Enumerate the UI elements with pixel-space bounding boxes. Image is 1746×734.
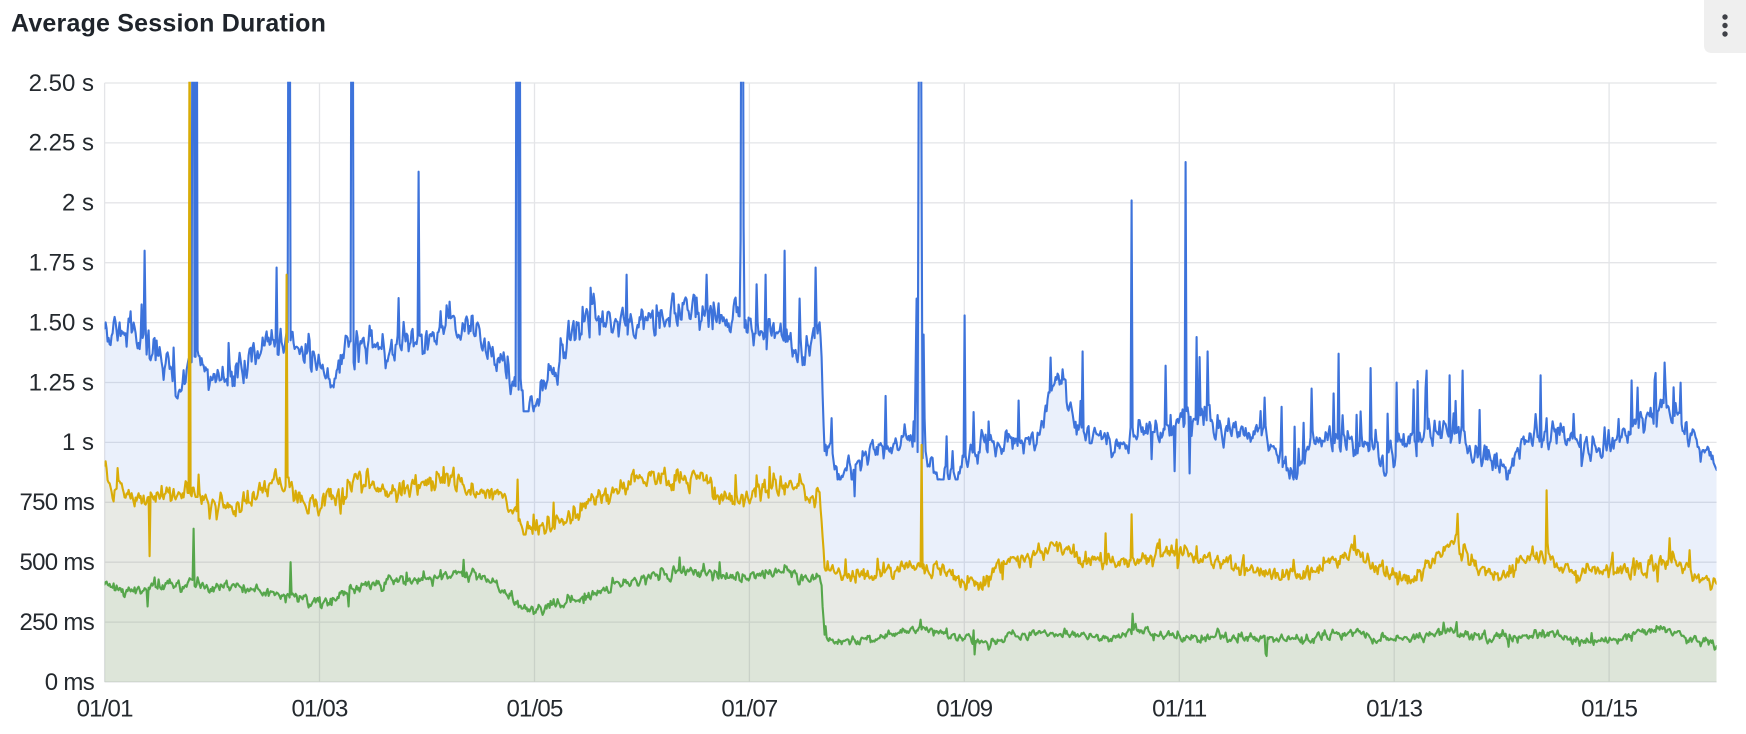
svg-text:01/01: 01/01	[77, 696, 134, 723]
svg-text:01/03: 01/03	[291, 696, 348, 723]
svg-text:01/11: 01/11	[1152, 696, 1207, 723]
svg-text:2.50 s: 2.50 s	[29, 70, 94, 97]
svg-text:01/07: 01/07	[721, 696, 778, 723]
svg-text:1 s: 1 s	[62, 429, 94, 456]
svg-text:01/05: 01/05	[506, 696, 563, 723]
svg-text:1.75 s: 1.75 s	[29, 250, 94, 277]
svg-text:0 ms: 0 ms	[45, 669, 95, 696]
svg-text:500 ms: 500 ms	[19, 549, 94, 576]
svg-text:2 s: 2 s	[62, 190, 94, 217]
svg-text:1.25 s: 1.25 s	[29, 369, 94, 396]
svg-text:01/09: 01/09	[936, 696, 993, 723]
svg-text:2.25 s: 2.25 s	[29, 130, 94, 157]
svg-text:750 ms: 750 ms	[19, 489, 94, 516]
svg-text:1.50 s: 1.50 s	[29, 309, 94, 336]
svg-text:Average Session Duration: Average Session Duration	[11, 10, 326, 38]
svg-text:250 ms: 250 ms	[19, 609, 94, 636]
svg-text:01/13: 01/13	[1366, 696, 1423, 723]
svg-text:01/15: 01/15	[1581, 696, 1638, 723]
